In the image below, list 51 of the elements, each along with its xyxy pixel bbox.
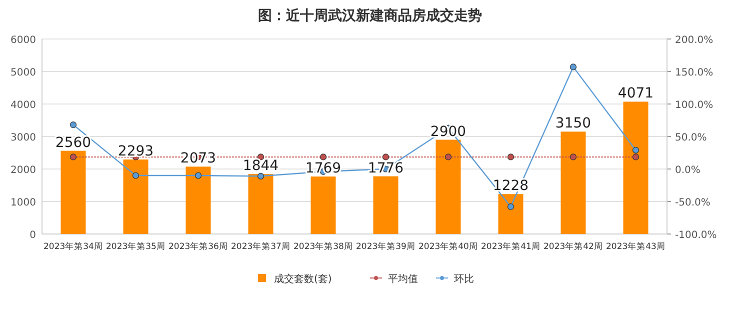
x-tick-label: 2023年第42周 [544, 241, 603, 252]
y2-tick-label: 150.0% [675, 68, 714, 78]
legend-label: 成交套数(套) [274, 273, 332, 285]
data-label: 2073 [180, 150, 216, 167]
x-tick-label: 2023年第41周 [481, 241, 540, 252]
y2-tick-label: -50.0% [675, 198, 710, 208]
legend-label: 环比 [454, 273, 474, 285]
bar [436, 140, 461, 234]
x-tick-label: 2023年第39周 [356, 241, 416, 252]
bar [560, 132, 586, 234]
y2-tick-label: 200.0% [675, 35, 714, 46]
x-tick-label: 2023年第35周 [106, 241, 166, 252]
y2-tick-label: 100.0% [675, 100, 714, 111]
bar [123, 159, 148, 234]
bar [310, 176, 336, 234]
bar [373, 176, 398, 234]
bar [248, 174, 274, 234]
x-tick-label: 2023年第38周 [294, 241, 353, 252]
x-tick-label: 2023年第40周 [418, 241, 478, 252]
point [257, 172, 264, 180]
bar [186, 166, 211, 234]
point [194, 172, 202, 179]
point [507, 203, 514, 210]
x-tick-label: 2023年第37周 [231, 241, 290, 252]
point [632, 146, 640, 154]
y-tick-label: 5000 [10, 68, 36, 78]
point [132, 172, 140, 179]
data-label: 2293 [118, 143, 154, 160]
y-tick-label: 1000 [10, 198, 36, 208]
y2-tick-label: -100.0% [675, 230, 717, 241]
y-tick-label: 6000 [10, 35, 36, 46]
point [570, 64, 577, 70]
x-tick-label: 2023年第36周 [168, 241, 228, 252]
chart-title: 图：近十周武汉新建商品房成交走势 [258, 7, 482, 24]
point [70, 122, 77, 128]
data-label: 4071 [618, 86, 654, 102]
y-tick-label: 0 [30, 230, 36, 241]
data-label: 1844 [242, 158, 279, 174]
bar [60, 150, 86, 234]
y-tick-label: 3000 [10, 132, 36, 144]
data-label: 2560 [55, 134, 92, 151]
y-tick-label: 4000 [10, 100, 36, 111]
x-tick-label: 2023年第34周 [44, 241, 103, 252]
legend-label: 平均值 [388, 273, 418, 285]
y-tick-label: 2000 [10, 165, 36, 176]
data-label: 3150 [555, 116, 592, 132]
y2-tick-label: 0.0% [675, 165, 700, 176]
bar [498, 194, 524, 234]
x-tick-label: 2023年第43周 [606, 241, 666, 252]
y2-tick-label: 50.0% [675, 132, 707, 144]
bar [623, 102, 648, 234]
